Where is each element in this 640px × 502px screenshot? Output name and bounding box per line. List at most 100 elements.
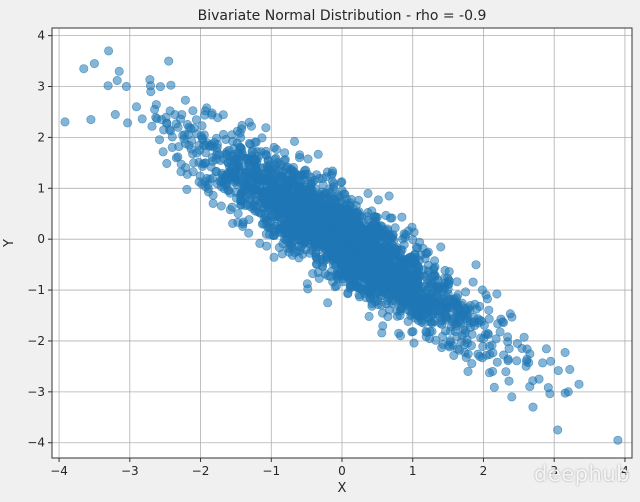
scatter-point xyxy=(413,279,423,289)
scatter-point xyxy=(347,221,357,231)
scatter-point xyxy=(316,215,326,225)
scatter-point xyxy=(273,210,283,220)
scatter-point xyxy=(482,294,492,304)
scatter-point xyxy=(196,131,206,141)
scatter-point xyxy=(386,240,396,250)
scatter-point xyxy=(407,309,417,319)
scatter-point xyxy=(280,148,290,158)
scatter-point xyxy=(231,157,241,167)
scatter-point xyxy=(269,252,279,262)
scatter-point xyxy=(574,379,584,389)
scatter-point xyxy=(279,156,289,166)
scatter-point xyxy=(333,229,343,239)
scatter-point xyxy=(303,154,313,164)
x-tick-label: −1 xyxy=(262,464,280,478)
scatter-point xyxy=(60,117,70,127)
scatter-point xyxy=(323,298,333,308)
scatter-point xyxy=(389,277,399,287)
scatter-point xyxy=(236,196,246,206)
scatter-point xyxy=(164,56,174,66)
scatter-point xyxy=(484,305,494,315)
scatter-point xyxy=(276,171,286,181)
scatter-point xyxy=(455,308,465,318)
scatter-point xyxy=(394,328,404,338)
scatter-point xyxy=(367,282,377,292)
x-tick-label: 0 xyxy=(338,464,346,478)
scatter-point xyxy=(223,157,233,167)
scatter-point xyxy=(407,327,417,337)
scatter-point xyxy=(442,303,452,313)
scatter-point xyxy=(147,121,157,131)
scatter-point xyxy=(205,141,215,151)
scatter-point xyxy=(492,289,502,299)
y-tick-label: 2 xyxy=(37,130,45,144)
scatter-point xyxy=(287,238,297,248)
x-tick-label: 1 xyxy=(409,464,417,478)
y-tick-label: 0 xyxy=(37,232,45,246)
scatter-point xyxy=(245,194,255,204)
scatter-point xyxy=(155,82,165,92)
scatter-point xyxy=(345,281,355,291)
scatter-point xyxy=(86,115,96,125)
scatter-point xyxy=(553,425,563,435)
scatter-point xyxy=(415,271,425,281)
scatter-point xyxy=(468,277,478,287)
x-tick-label: 3 xyxy=(550,464,558,478)
x-tick-label: −4 xyxy=(50,464,68,478)
scatter-point xyxy=(424,296,434,306)
scatter-point xyxy=(271,144,281,154)
scatter-point xyxy=(289,136,299,146)
scatter-point xyxy=(546,356,556,366)
scatter-point xyxy=(350,234,360,244)
scatter-point xyxy=(462,335,472,345)
scatter-point xyxy=(378,270,388,280)
scatter-point xyxy=(320,204,330,214)
scatter-point xyxy=(281,214,291,224)
scatter-point xyxy=(337,177,347,187)
scatter-point xyxy=(363,188,373,198)
scatter-point xyxy=(191,115,201,125)
scatter-point xyxy=(431,335,441,345)
scatter-point xyxy=(467,359,477,369)
scatter-point xyxy=(242,181,252,191)
scatter-point xyxy=(363,258,373,268)
scatter-point xyxy=(408,258,418,268)
scatter-point xyxy=(208,198,218,208)
scatter-point xyxy=(228,218,238,228)
scatter-point xyxy=(452,277,462,287)
scatter-point xyxy=(314,196,324,206)
scatter-point xyxy=(244,117,254,127)
scatter-point xyxy=(471,260,481,270)
scatter-point xyxy=(543,383,553,393)
scatter-point xyxy=(553,366,563,376)
scatter-point xyxy=(252,147,262,157)
scatter-point xyxy=(463,366,473,376)
scatter-point xyxy=(400,300,410,310)
scatter-point xyxy=(522,344,532,354)
scatter-point xyxy=(298,229,308,239)
scatter-point xyxy=(337,268,347,278)
scatter-point xyxy=(495,327,505,337)
scatter-point xyxy=(112,76,122,86)
scatter-point xyxy=(152,114,162,124)
scatter-point xyxy=(221,135,231,145)
scatter-point xyxy=(244,228,254,238)
y-tick-label: −2 xyxy=(27,334,45,348)
scatter-point xyxy=(379,255,389,265)
scatter-point xyxy=(296,219,306,229)
scatter-point xyxy=(427,318,437,328)
scatter-point xyxy=(262,241,272,251)
scatter-point xyxy=(355,283,365,293)
scatter-point xyxy=(177,110,187,120)
scatter-point xyxy=(244,138,254,148)
scatter-point xyxy=(203,179,213,189)
scatter-point xyxy=(478,341,488,351)
scatter-point xyxy=(423,266,433,276)
x-tick-label: −3 xyxy=(121,464,139,478)
scatter-point xyxy=(104,46,114,56)
scatter-point xyxy=(422,312,432,322)
scatter-point xyxy=(195,145,205,155)
scatter-point xyxy=(269,230,279,240)
scatter-point xyxy=(452,331,462,341)
